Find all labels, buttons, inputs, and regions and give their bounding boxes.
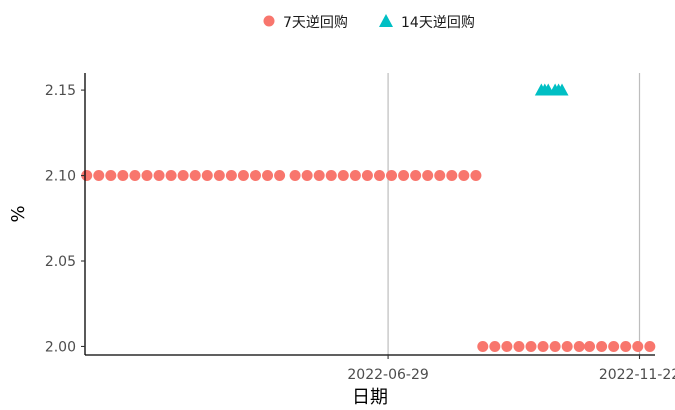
point-7day [325,170,337,182]
point-7day [422,170,434,182]
data-points [81,83,656,352]
y-tick-label: 2.00 [45,339,76,355]
point-7day [313,170,325,182]
point-7day [81,170,93,182]
point-7day [525,340,537,352]
point-7day [446,170,458,182]
x-axis-ticks: 2022-06-29 2022-11-22 [347,355,675,383]
legend-marker-14day [379,14,393,27]
point-7day [349,170,361,182]
point-7day [189,170,201,182]
point-7day [386,170,398,182]
point-7day [537,340,549,352]
x-tick-label: 2022-11-22 [599,367,675,383]
point-7day [237,170,249,182]
point-7day [117,170,129,182]
legend-marker-7day [263,15,275,27]
point-7day [477,340,489,352]
legend-label-14day: 14天逆回购 [401,15,475,31]
point-7day [398,170,410,182]
point-7day [249,170,261,182]
point-7day [213,170,225,182]
x-tick-label: 2022-06-29 [347,367,428,383]
y-tick-label: 2.05 [45,254,76,270]
point-7day [632,340,644,352]
vertical-gridlines [387,73,641,355]
point-7day [225,170,237,182]
point-7day [470,170,482,182]
point-7day [596,340,608,352]
point-7day [513,340,525,352]
x-axis-title: 日期 [352,387,388,408]
point-7day [620,340,632,352]
point-7day [434,170,446,182]
point-7day [608,340,620,352]
point-7day [274,170,286,182]
legend: 7天逆回购 14天逆回购 [263,14,475,31]
point-7day [458,170,470,182]
point-7day [201,170,213,182]
point-7day [153,170,165,182]
point-7day [644,340,656,352]
point-7day [361,170,373,182]
point-7day [373,170,385,182]
point-7day [549,340,561,352]
y-axis-ticks: 2.00 2.05 2.10 2.15 [45,83,85,355]
point-7day [105,170,117,182]
y-tick-label: 2.15 [45,83,76,99]
y-axis-title: % [8,205,29,222]
point-7day [489,340,501,352]
point-7day [289,170,301,182]
y-tick-label: 2.10 [45,169,76,185]
point-7day [561,340,573,352]
point-7day [410,170,422,182]
point-7day [165,170,177,182]
point-7day [177,170,189,182]
point-7day [262,170,274,182]
point-7day [337,170,349,182]
point-7day [584,340,596,352]
point-7day [141,170,153,182]
point-7day [573,340,585,352]
point-7day [501,340,513,352]
legend-label-7day: 7天逆回购 [283,15,348,31]
point-7day [93,170,105,182]
point-7day [129,170,141,182]
point-7day [301,170,313,182]
point-14day [555,83,569,96]
